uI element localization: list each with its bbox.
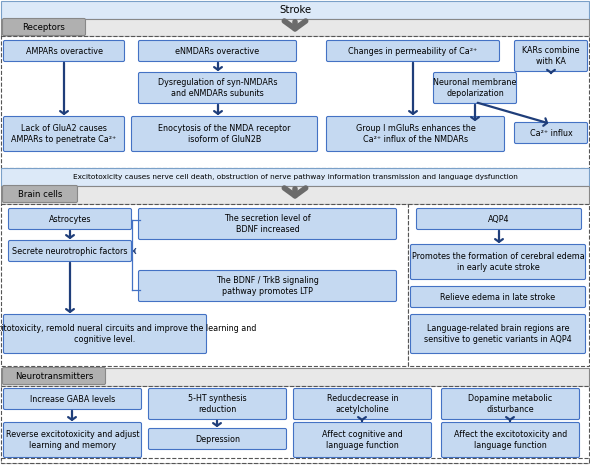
FancyBboxPatch shape: [2, 19, 86, 35]
FancyBboxPatch shape: [139, 271, 396, 301]
Text: Reverse excitotoxicity and adjust
learning and memory: Reverse excitotoxicity and adjust learni…: [6, 430, 139, 450]
FancyBboxPatch shape: [441, 423, 579, 458]
Text: Neurotransmitters: Neurotransmitters: [15, 372, 93, 380]
FancyBboxPatch shape: [2, 186, 77, 202]
FancyBboxPatch shape: [4, 388, 142, 410]
FancyBboxPatch shape: [139, 73, 297, 104]
Text: Receptors: Receptors: [22, 22, 65, 32]
Text: Brain cells: Brain cells: [18, 190, 62, 199]
Text: Dopamine metabolic
disturbance: Dopamine metabolic disturbance: [468, 394, 553, 414]
Text: Neuronal membrane
depolarization: Neuronal membrane depolarization: [433, 78, 517, 98]
Text: Ca²⁺ influx: Ca²⁺ influx: [530, 128, 572, 138]
FancyBboxPatch shape: [4, 423, 142, 458]
Text: The BDNF / TrkB signaling
pathway promotes LTP: The BDNF / TrkB signaling pathway promot…: [216, 276, 319, 296]
Text: Changes in permeability of Ca²⁺: Changes in permeability of Ca²⁺: [348, 46, 478, 55]
Text: Enocytosis of the NMDA receptor
isoform of GluN2B: Enocytosis of the NMDA receptor isoform …: [158, 124, 291, 144]
FancyBboxPatch shape: [293, 388, 431, 419]
Text: 5-HT synthesis
reduction: 5-HT synthesis reduction: [188, 394, 247, 414]
Bar: [1, 386, 589, 463]
Text: Increase GABA levels: Increase GABA levels: [30, 394, 115, 404]
Text: Excitotoxicity causes nerve cell death, obstruction of nerve pathway information: Excitotoxicity causes nerve cell death, …: [73, 174, 517, 180]
FancyBboxPatch shape: [326, 40, 500, 61]
Bar: [1, 186, 589, 204]
FancyBboxPatch shape: [293, 423, 431, 458]
FancyBboxPatch shape: [514, 122, 588, 144]
Text: The secretion level of
BDNF increased: The secretion level of BDNF increased: [224, 214, 311, 234]
Text: KARs combine
with KA: KARs combine with KA: [522, 46, 580, 66]
Bar: [1, 368, 589, 386]
FancyBboxPatch shape: [132, 117, 317, 152]
FancyBboxPatch shape: [4, 117, 124, 152]
Bar: [1, 1, 589, 19]
FancyBboxPatch shape: [326, 117, 504, 152]
Text: Reducdecrease in
acetylcholine: Reducdecrease in acetylcholine: [327, 394, 398, 414]
Text: Prevent excitotoxicity, remold nueral circuits and improve the learning and
cogn: Prevent excitotoxicity, remold nueral ci…: [0, 324, 256, 344]
FancyBboxPatch shape: [149, 429, 287, 450]
Bar: [1, 204, 408, 366]
Text: Promotes the formation of cerebral edema
in early acute stroke: Promotes the formation of cerebral edema…: [412, 252, 584, 272]
FancyBboxPatch shape: [411, 314, 585, 353]
Text: eNMDARs overactive: eNMDARs overactive: [175, 46, 260, 55]
Bar: [1, 19, 589, 36]
FancyBboxPatch shape: [4, 314, 206, 353]
Text: Affect cognitive and
language function: Affect cognitive and language function: [322, 430, 403, 450]
FancyBboxPatch shape: [411, 245, 585, 279]
Bar: [1, 36, 589, 168]
Text: Lack of GluA2 causes
AMPARs to penetrate Ca²⁺: Lack of GluA2 causes AMPARs to penetrate…: [11, 124, 117, 144]
FancyBboxPatch shape: [441, 388, 579, 419]
Text: Astrocytes: Astrocytes: [49, 214, 91, 224]
FancyBboxPatch shape: [149, 388, 287, 419]
Bar: [408, 204, 589, 366]
FancyBboxPatch shape: [4, 40, 124, 61]
Text: Language-related brain regions are
sensitive to genetic variants in AQP4: Language-related brain regions are sensi…: [424, 324, 572, 344]
Text: Stroke: Stroke: [279, 5, 311, 15]
FancyBboxPatch shape: [411, 286, 585, 307]
FancyBboxPatch shape: [2, 367, 106, 385]
FancyBboxPatch shape: [8, 208, 132, 230]
FancyBboxPatch shape: [434, 73, 516, 104]
FancyBboxPatch shape: [139, 40, 297, 61]
Text: AQP4: AQP4: [489, 214, 510, 224]
Text: Group I mGluRs enhances the
Ca²⁺ influx of the NMDARs: Group I mGluRs enhances the Ca²⁺ influx …: [356, 124, 476, 144]
Bar: [1, 458, 589, 463]
Text: AMPARs overactive: AMPARs overactive: [25, 46, 103, 55]
Text: Secrete neurotrophic factors: Secrete neurotrophic factors: [12, 246, 128, 255]
FancyBboxPatch shape: [139, 208, 396, 239]
FancyBboxPatch shape: [417, 208, 582, 230]
Bar: [1, 168, 589, 186]
Text: Depression: Depression: [195, 434, 240, 444]
Text: Relieve edema in late stroke: Relieve edema in late stroke: [441, 292, 556, 301]
FancyBboxPatch shape: [514, 40, 588, 72]
FancyBboxPatch shape: [8, 240, 132, 261]
Text: Affect the excitotoxicity and
language function: Affect the excitotoxicity and language f…: [454, 430, 567, 450]
Text: Dysregulation of syn-NMDARs
and eNMDARs subunits: Dysregulation of syn-NMDARs and eNMDARs …: [158, 78, 277, 98]
